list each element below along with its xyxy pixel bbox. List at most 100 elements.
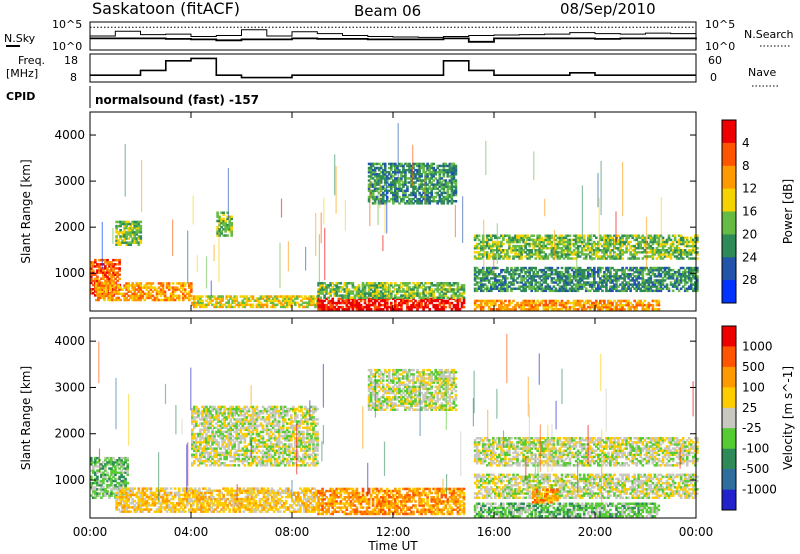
data-cell	[106, 258, 109, 262]
data-cell	[615, 283, 618, 286]
data-cell	[675, 285, 679, 288]
data-cell	[651, 253, 655, 256]
data-cell	[383, 288, 387, 291]
data-cell	[588, 242, 592, 246]
data-cell	[696, 234, 699, 237]
data-cell	[562, 279, 566, 282]
data-cell	[108, 461, 111, 464]
data-cell	[321, 284, 324, 287]
data-cell	[396, 195, 399, 199]
data-cell	[306, 301, 309, 305]
data-cell	[681, 257, 685, 260]
data-cell	[120, 481, 123, 485]
data-cell	[641, 305, 645, 309]
data-cell	[161, 487, 165, 490]
data-cell	[183, 284, 187, 287]
data-cell	[442, 299, 446, 303]
data-cell	[385, 294, 389, 297]
data-cell	[396, 164, 399, 168]
data-cell	[550, 266, 554, 270]
data-cells	[90, 123, 699, 311]
data-cell	[115, 226, 118, 230]
data-cell	[426, 175, 429, 178]
data-cell	[97, 288, 100, 291]
data-cell	[96, 279, 99, 283]
data-cell	[193, 303, 196, 307]
data-cell	[580, 249, 584, 252]
data-cell	[524, 234, 527, 237]
data-cell	[687, 273, 691, 276]
data-cell	[494, 240, 497, 244]
data-cell	[408, 288, 411, 291]
data-cell	[599, 287, 602, 290]
data-cell	[540, 301, 544, 305]
data-cell	[394, 193, 397, 197]
data-cell	[420, 303, 423, 307]
data-cell	[159, 292, 163, 296]
data-cell	[251, 303, 255, 307]
data-cell	[544, 285, 548, 288]
data-cell	[412, 292, 415, 295]
data-cell	[599, 277, 602, 280]
data-cell	[506, 268, 509, 272]
data-cell	[127, 506, 131, 509]
data-cell	[687, 240, 691, 244]
data-cell	[677, 289, 681, 293]
data-cell	[570, 242, 574, 246]
data-cell	[377, 286, 381, 289]
data-cell	[422, 164, 425, 168]
data-cell	[259, 303, 263, 307]
data-cell	[504, 281, 507, 284]
data-cell	[588, 251, 592, 254]
data-cell	[117, 497, 120, 501]
data-cell	[591, 281, 594, 284]
data-cell	[323, 303, 326, 307]
data-cell	[516, 244, 519, 248]
data-cell	[633, 238, 637, 242]
data-cell	[506, 253, 509, 256]
data-cell	[359, 296, 363, 299]
data-cell	[601, 266, 604, 270]
data-cell	[161, 298, 165, 302]
data-cell	[321, 288, 324, 291]
data-cell	[410, 193, 413, 197]
data-cell	[675, 270, 679, 274]
data-cell	[588, 268, 592, 272]
data-cell	[133, 499, 137, 503]
data-cell	[694, 287, 697, 290]
data-cell	[473, 236, 477, 240]
data-cell	[408, 164, 411, 168]
data-cell	[558, 257, 562, 260]
data-cell	[325, 286, 328, 289]
data-cell	[369, 299, 373, 303]
data-cell	[498, 289, 501, 293]
data-cell	[512, 238, 515, 242]
data-cell	[237, 305, 241, 309]
data-cell	[556, 277, 560, 280]
data-cell	[613, 238, 616, 242]
data-cell	[392, 197, 395, 201]
data-cell	[607, 247, 610, 250]
data-cell	[601, 308, 604, 311]
data-cell	[377, 294, 381, 297]
data-cell	[623, 289, 626, 293]
data-cell	[562, 236, 566, 240]
data-cell	[422, 197, 425, 201]
data-cell	[473, 279, 477, 282]
data-cell	[165, 298, 169, 302]
data-cell	[205, 299, 208, 302]
data-cell	[137, 286, 141, 289]
data-cell	[490, 303, 493, 307]
data-cell	[508, 238, 511, 242]
data-cell	[317, 299, 320, 303]
data-cell	[506, 266, 509, 270]
data-cell	[383, 290, 387, 293]
data-cell	[120, 461, 123, 464]
data-cell	[562, 285, 566, 288]
data-cell	[422, 166, 425, 170]
data-cell	[578, 277, 582, 280]
data-cell	[124, 484, 127, 487]
data-cell	[633, 244, 637, 248]
data-cell	[241, 303, 245, 307]
data-cell	[98, 492, 101, 495]
